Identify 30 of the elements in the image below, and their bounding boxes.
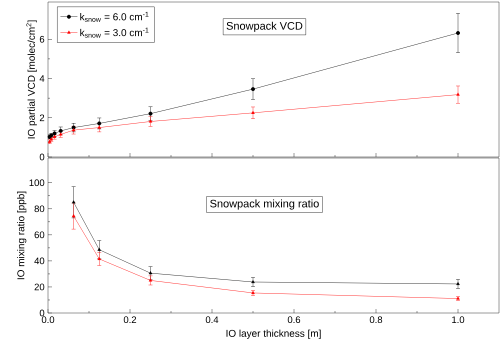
point — [251, 110, 255, 114]
y-tick-label: 80 — [34, 205, 44, 212]
x-axis-title: IO layer thickness [m] — [226, 330, 321, 339]
point — [456, 92, 460, 96]
point — [97, 126, 102, 129]
annotation: Snowpack mixing ratio — [210, 199, 319, 210]
y-tick-label: 0 — [40, 310, 44, 316]
y-tick-label: 6 — [40, 36, 44, 43]
y-tick-label: 40 — [34, 258, 44, 264]
x-tick-label: 1.0 — [452, 316, 464, 324]
x-tick-label: 0.4 — [206, 316, 218, 324]
y-tick-label: 2 — [40, 114, 44, 122]
x-tick-label: 0.6 — [288, 316, 300, 324]
point — [456, 282, 460, 286]
x-tick-label: 0.0 — [42, 316, 54, 324]
annotation: Snowpack VCD — [226, 22, 302, 32]
y-tick-label: 4 — [40, 75, 44, 82]
legend-label: k$_{snow}$ = 6.0 cm$^{-1}$ — [80, 12, 148, 22]
y-tick-label: 20 — [34, 284, 44, 290]
y-axis-title: IO partial VCD [molec/cm$^{2}$] — [26, 20, 37, 138]
y-tick-label: 60 — [34, 231, 44, 238]
y-axis-title: IO mixing ratio [ppb] — [17, 192, 26, 280]
point — [251, 280, 255, 284]
x-tick-label: 0.2 — [124, 316, 136, 324]
y-tick-label: 100 — [30, 179, 44, 186]
point — [251, 87, 255, 92]
y-tick-label: 0 — [40, 154, 44, 160]
x-tick-label: 0.8 — [370, 316, 382, 324]
point — [456, 31, 460, 35]
legend-label: k$_{snow}$ = 3.0 cm$^{-1}$ — [80, 28, 148, 38]
